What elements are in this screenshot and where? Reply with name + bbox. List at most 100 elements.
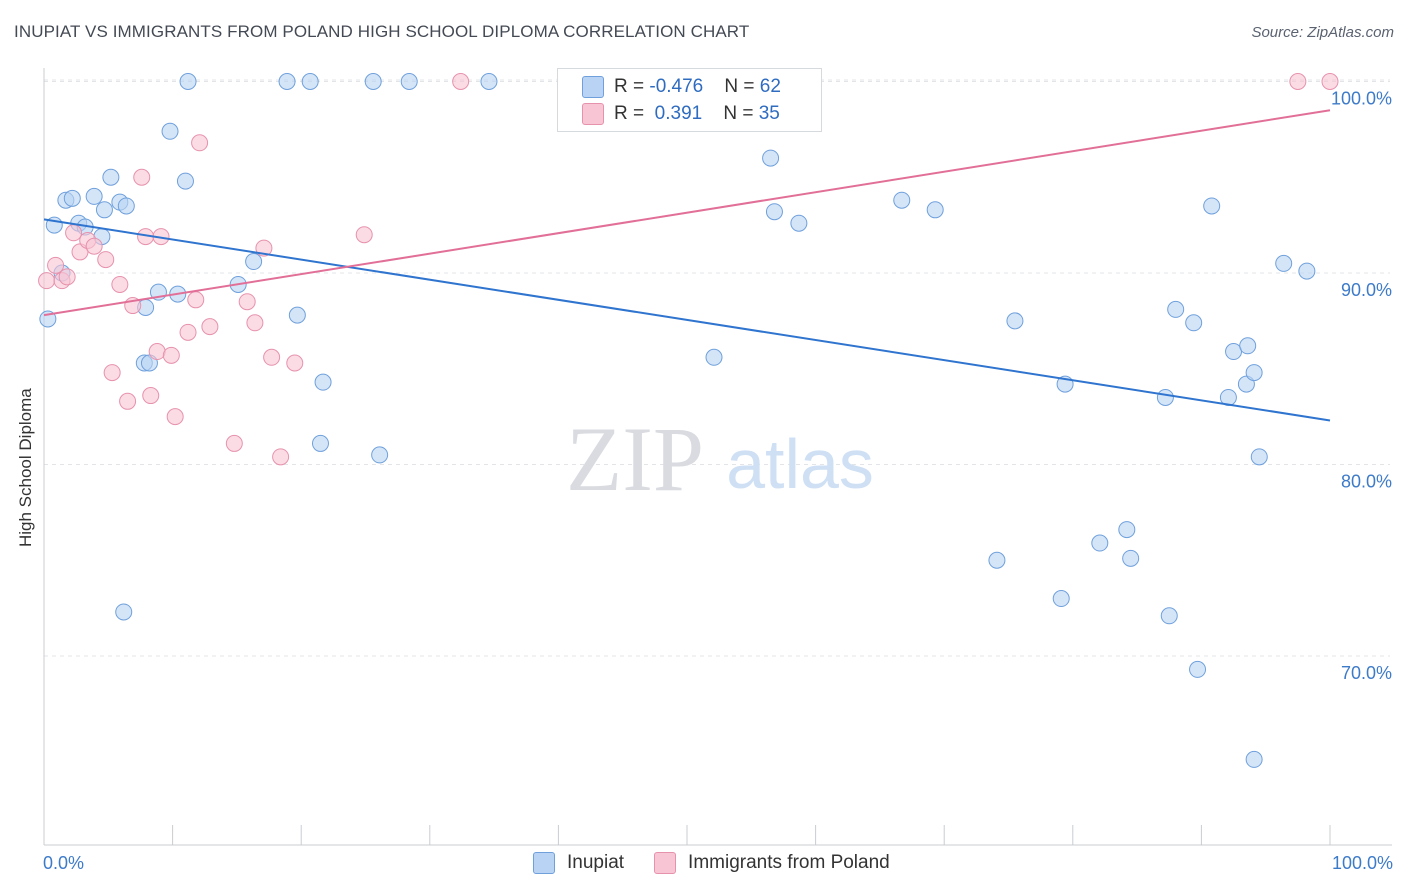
correlation-legend: R = -0.476 N = 62 R = 0.391 N = 35 xyxy=(557,68,822,132)
inupiat-point xyxy=(278,73,296,90)
poland-point xyxy=(65,224,83,242)
x-tick-label: 100.0% xyxy=(1332,853,1393,873)
r-label: R = xyxy=(614,103,650,124)
inupiat-point xyxy=(102,168,120,186)
r-value: 0.391 xyxy=(649,103,703,124)
inupiat-point xyxy=(988,551,1006,569)
legend-label-poland: Immigrants from Poland xyxy=(688,852,890,873)
poland-point xyxy=(103,364,121,382)
poland-point xyxy=(1289,73,1307,90)
poland-point xyxy=(47,256,65,274)
poland-point xyxy=(119,392,137,410)
inupiat-point xyxy=(364,73,382,90)
inupiat-point xyxy=(1250,448,1268,466)
poland-point xyxy=(97,251,115,269)
inupiat-point xyxy=(480,73,498,90)
poland-point xyxy=(58,268,76,286)
inupiat-point xyxy=(1275,254,1293,272)
inupiat-point xyxy=(115,603,133,621)
inupiat-point xyxy=(1052,590,1070,608)
watermark-zip: ZIP xyxy=(566,408,704,510)
inupiat-point xyxy=(926,201,944,219)
source-credit: Source: ZipAtlas.com xyxy=(1251,24,1394,41)
inupiat-point xyxy=(400,73,418,90)
poland-point xyxy=(111,275,129,293)
inupiat-point xyxy=(1189,660,1207,678)
poland-legend-swatch xyxy=(654,852,677,874)
poland-point xyxy=(238,293,256,311)
poland-point xyxy=(38,272,56,290)
poland-point xyxy=(225,434,243,452)
inupiat-trend-line xyxy=(43,218,1331,422)
inupiat-point xyxy=(762,149,780,167)
inupiat-point xyxy=(1203,197,1221,215)
inupiat-point xyxy=(1160,607,1178,625)
n-label: N = xyxy=(723,103,759,124)
inupiat-point xyxy=(314,373,332,391)
r-label: R = xyxy=(614,76,650,97)
inupiat-point xyxy=(1225,343,1243,361)
inupiat-point xyxy=(893,191,911,209)
inupiat-point xyxy=(161,122,179,140)
legend-label-inupiat: Inupiat xyxy=(567,852,625,873)
legend-item-poland: Immigrants from Poland xyxy=(654,852,890,874)
inupiat-point xyxy=(1245,750,1263,768)
inupiat-point xyxy=(288,306,306,324)
inupiat-point xyxy=(245,253,263,271)
y-tick-label: 70.0% xyxy=(1341,663,1392,683)
poland-point xyxy=(187,291,205,309)
poland-point xyxy=(355,226,373,244)
inupiat-point xyxy=(765,203,783,221)
poland-point xyxy=(255,239,273,257)
inupiat-point xyxy=(1239,337,1257,355)
inupiat-point xyxy=(1156,388,1174,406)
watermark-atlas: atlas xyxy=(726,425,874,503)
n-value: 62 xyxy=(759,76,781,97)
inupiat-point xyxy=(95,201,113,219)
poland-point xyxy=(191,134,209,152)
poland-point xyxy=(286,354,304,372)
poland-point xyxy=(166,408,184,426)
inupiat-point xyxy=(705,348,723,366)
inupiat-point xyxy=(1167,300,1185,318)
poland-point xyxy=(179,323,197,341)
inupiat-point xyxy=(63,189,81,207)
inupiat-point xyxy=(85,187,103,205)
poland-point xyxy=(85,237,103,255)
inupiat-point xyxy=(1091,534,1109,552)
legend-row-poland: R = 0.391 N = 35 xyxy=(582,100,780,128)
poland-point xyxy=(133,168,151,186)
legend-item-inupiat: Inupiat xyxy=(533,852,624,874)
poland-point xyxy=(452,73,470,90)
n-value: 35 xyxy=(758,103,780,124)
inupiat-point xyxy=(176,172,194,190)
x-tick-label: 0.0% xyxy=(43,853,84,873)
poland-point xyxy=(142,387,160,405)
inupiat-point xyxy=(39,310,57,328)
inupiat-point xyxy=(301,73,319,90)
inupiat-point xyxy=(1245,364,1263,382)
inupiat-point xyxy=(1006,312,1024,330)
series-legend: Inupiat Immigrants from Poland xyxy=(533,852,920,874)
poland-trend-line xyxy=(43,109,1331,317)
inupiat-point xyxy=(790,214,808,232)
r-value: -0.476 xyxy=(649,76,704,97)
inupiat-point xyxy=(1298,262,1316,280)
inupiat-point xyxy=(1118,521,1136,539)
poland-point xyxy=(1321,73,1339,90)
inupiat-point xyxy=(179,73,197,90)
inupiat-point xyxy=(1122,549,1140,567)
legend-row-inupiat: R = -0.476 N = 62 xyxy=(582,73,781,101)
n-label: N = xyxy=(724,76,760,97)
poland-point xyxy=(201,318,219,336)
poland-swatch xyxy=(582,103,604,125)
poland-point xyxy=(272,448,290,466)
inupiat-swatch xyxy=(582,76,604,98)
y-tick-label: 80.0% xyxy=(1341,472,1392,492)
poland-point xyxy=(246,314,264,332)
poland-point xyxy=(148,343,166,361)
y-tick-label: 90.0% xyxy=(1341,280,1392,300)
inupiat-point xyxy=(117,197,135,215)
chart-title: INUPIAT VS IMMIGRANTS FROM POLAND HIGH S… xyxy=(14,22,750,41)
